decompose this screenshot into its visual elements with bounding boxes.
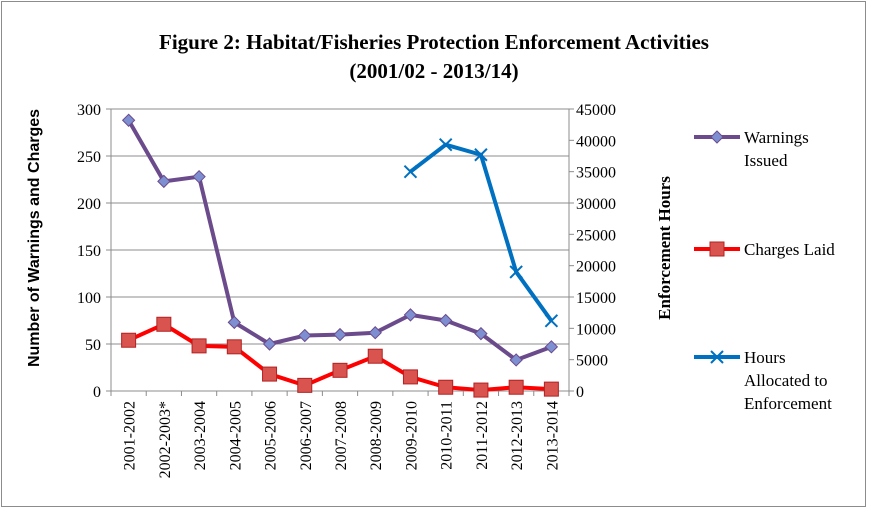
x-tick-label: 2008-2009	[368, 401, 385, 470]
y-right-tick-label: 10000	[576, 321, 616, 338]
series-2-point	[544, 314, 559, 328]
x-tick-label: 2005-2006	[263, 401, 280, 470]
y-right-tick-label: 5000	[576, 353, 608, 370]
legend-label: Allocated to	[744, 371, 828, 390]
series-0-point	[368, 326, 382, 340]
y-left-tick-label: 300	[77, 102, 101, 119]
y-right-tick-label: 45000	[576, 102, 616, 119]
series-1-point	[402, 369, 418, 385]
series-0-point	[157, 174, 171, 189]
y-right-tick-label: 20000	[576, 259, 616, 276]
series-0-point	[509, 353, 523, 367]
x-tick-label: 2013-2014	[544, 401, 561, 470]
legend-label: Enforcement	[744, 394, 832, 413]
series-1-point	[473, 382, 489, 398]
chart-title-line2: (2001/02 - 2013/14)	[349, 59, 518, 83]
series-1-point	[438, 379, 454, 395]
series-0-point	[333, 327, 347, 342]
y-left-tick-label: 200	[77, 196, 101, 213]
series-1-point	[226, 339, 242, 355]
y-right-tick-label: 35000	[576, 165, 616, 182]
chart-title-line1: Figure 2: Habitat/Fisheries Protection E…	[159, 30, 709, 54]
x-tick-label: 2011-2012	[474, 401, 491, 470]
x-tick-label: 2002-2003*	[157, 401, 174, 478]
legend-label: Hours	[744, 348, 786, 367]
x-tick-label: 2009-2010	[403, 401, 420, 470]
series-1-point	[332, 362, 348, 378]
series-1-point	[367, 348, 383, 364]
series-2-point	[438, 138, 453, 152]
series-2-point	[474, 148, 488, 162]
legend-label: Charges Laid	[744, 240, 835, 259]
series-1-point	[297, 377, 313, 393]
legend-item-2: Hours Allocated to Enforcement	[694, 348, 832, 413]
y-axis-right: 0 5000 10000 15000 20000 25000 30000 35000 40000…	[569, 102, 616, 401]
series-1-point	[508, 379, 524, 395]
series-2-line	[409, 142, 554, 322]
y-right-tick-label: 30000	[576, 196, 616, 213]
y-left-tick-label: 100	[77, 290, 101, 307]
series-0-point	[227, 315, 242, 330]
series-1-point	[262, 366, 278, 382]
x-tick-label: 2010-2011	[439, 401, 456, 470]
gridlines	[110, 108, 570, 392]
series-0-point	[121, 113, 136, 127]
series-2-point	[509, 265, 523, 279]
series-1-point	[191, 338, 207, 354]
series-0-point	[403, 308, 418, 322]
legend: Warnings Issued Charges Laid Hours Allocated…	[694, 128, 835, 413]
y-left-tick-label: 150	[77, 243, 101, 260]
y-right-tick-label: 25000	[576, 227, 616, 244]
legend-item-0: Warnings Issued	[694, 128, 809, 170]
x-axis: 2001-2002 2002-2003* 2003-2004 2004-2005 200…	[110, 391, 570, 478]
y-left-tick-label: 50	[85, 337, 101, 354]
y-axis-left: 0 50 100 150 200 250 300	[77, 102, 111, 401]
x-tick-label: 2001-2002	[122, 401, 139, 470]
y-axis-right-label: Enforcement Hours	[655, 176, 674, 320]
series-layer	[121, 113, 559, 398]
y-axis-left-label: Number of Warnings and Charges	[26, 109, 43, 367]
legend-swatch-marker	[710, 130, 724, 144]
legend-swatch-marker	[710, 350, 724, 364]
x-tick-label: 2003-2004	[192, 401, 209, 470]
series-0-point	[474, 326, 488, 341]
series-2-point	[403, 164, 418, 179]
y-left-tick-label: 0	[93, 384, 101, 401]
series-0-point	[438, 313, 453, 328]
series-0	[121, 113, 559, 367]
x-tick-label: 2012-2013	[509, 401, 526, 470]
legend-swatch-marker	[709, 241, 725, 257]
y-left-tick-label: 250	[77, 149, 101, 166]
series-0-point	[262, 337, 277, 351]
legend-label: Warnings	[744, 128, 809, 147]
x-tick-label: 2006-2007	[298, 401, 315, 470]
series-0-point	[298, 328, 312, 343]
y-right-tick-label: 0	[576, 384, 584, 401]
y-right-tick-label: 40000	[576, 133, 616, 150]
legend-item-1: Charges Laid	[694, 240, 835, 259]
series-1-point	[121, 332, 137, 348]
x-tick-label: 2007-2008	[333, 401, 350, 470]
series-0-point	[192, 169, 206, 184]
x-tick-label: 2004-2005	[227, 401, 244, 470]
legend-label: Issued	[744, 151, 788, 170]
series-1-point	[543, 381, 559, 397]
series-1	[121, 316, 559, 398]
y-right-tick-label: 15000	[576, 290, 616, 307]
series-1-point	[156, 316, 172, 332]
series-2	[403, 138, 559, 328]
series-0-point	[544, 340, 559, 354]
